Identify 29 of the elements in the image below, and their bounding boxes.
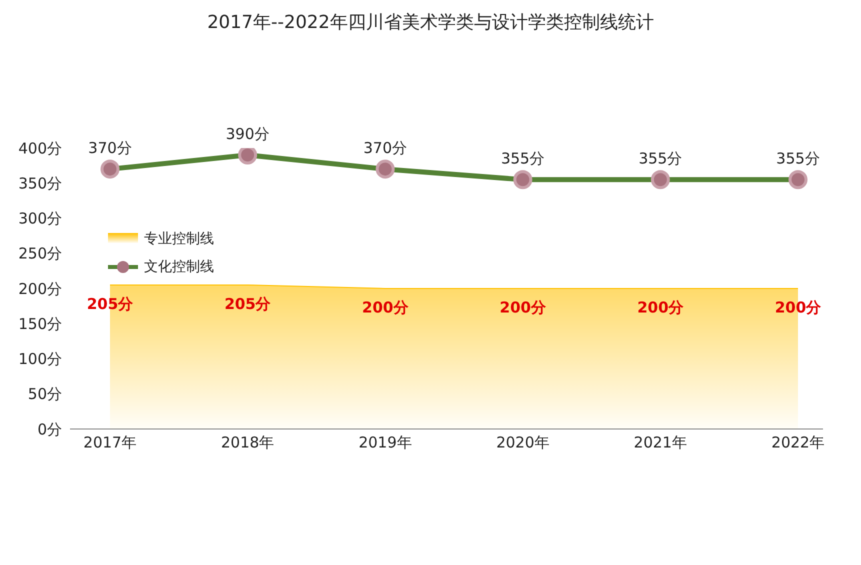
data-label: 370分	[88, 139, 132, 158]
y-tick-label: 300分	[18, 210, 62, 228]
data-label: 355分	[500, 150, 545, 168]
legend-label: 文化控制线	[144, 258, 214, 276]
data-label: 355分	[638, 150, 682, 168]
y-tick-label: 250分	[18, 244, 62, 263]
data-label: 390分	[226, 125, 270, 144]
x-tick-label: 2018年	[221, 434, 274, 452]
chart-title: 2017年--2022年四川省美术学类与设计学类控制线统计	[206, 11, 655, 34]
data-label: 200分	[500, 298, 547, 317]
data-label: 355分	[776, 150, 820, 168]
data-label: 200分	[637, 298, 685, 317]
y-tick-label: 100分	[18, 350, 62, 368]
x-tick-label: 2021年	[634, 434, 687, 452]
x-tick-label: 2022年	[771, 434, 825, 452]
y-tick-label: 400分	[18, 139, 62, 158]
y-tick-label: 50分	[28, 385, 62, 404]
y-tick-label: 150分	[18, 314, 62, 333]
data-label: 205分	[224, 295, 272, 314]
x-tick-label: 2020年	[496, 434, 550, 452]
y-tick-label: 200分	[18, 280, 62, 298]
y-tick-label: 350分	[18, 174, 62, 192]
x-tick-label: 2017年	[83, 434, 137, 452]
data-label: 205分	[86, 295, 134, 314]
x-tick-label: 2019年	[358, 434, 412, 452]
data-label: 370分	[363, 139, 408, 158]
legend-label: 专业控制线	[144, 230, 214, 248]
y-tick-label: 0分	[37, 420, 62, 438]
data-label: 200分	[362, 298, 410, 317]
